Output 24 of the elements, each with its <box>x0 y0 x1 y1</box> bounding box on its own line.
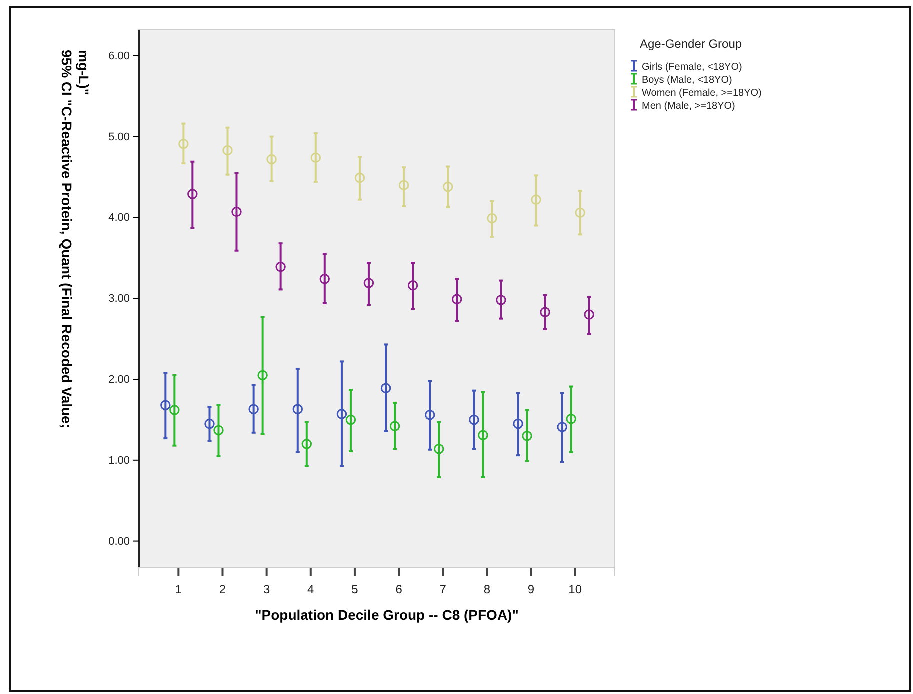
legend-label: Boys (Male, <18YO) <box>642 75 732 86</box>
y-tick-label: 1.00 <box>108 454 130 467</box>
x-tick-label: 2 <box>219 582 226 596</box>
x-tick-label: 4 <box>308 582 315 596</box>
x-tick-label: 5 <box>352 582 359 596</box>
x-tick-label: 8 <box>484 582 491 596</box>
x-tick-label: 9 <box>528 582 535 596</box>
y-tick-label: 4.00 <box>108 212 130 224</box>
y-tick-label: 0.00 <box>108 536 130 548</box>
y-tick-label: 2.00 <box>108 374 130 386</box>
x-tick-label: 3 <box>263 582 270 596</box>
y-tick-label: 6.00 <box>108 50 130 62</box>
x-axis-title: "Population Decile Group -- C8 (PFOA)" <box>255 607 519 623</box>
y-tick-label: 3.00 <box>108 293 130 306</box>
x-tick-label: 1 <box>175 582 182 596</box>
legend-label: Women (Female, >=18YO) <box>642 88 762 99</box>
legend-label: Men (Male, >=18YO) <box>642 101 736 112</box>
x-tick-label: 6 <box>396 582 403 596</box>
legend-label: Girls (Female, <18YO) <box>642 62 742 73</box>
legend-title: Age-Gender Group <box>640 37 742 51</box>
x-tick-label: 7 <box>440 582 447 596</box>
x-tick-label: 10 <box>568 582 582 596</box>
y-axis-title: 95% CI "C-Reactive Protein, Quant (Final Recoded Value; mg-L)" <box>59 50 92 429</box>
y-tick-label: 5.00 <box>108 131 130 144</box>
